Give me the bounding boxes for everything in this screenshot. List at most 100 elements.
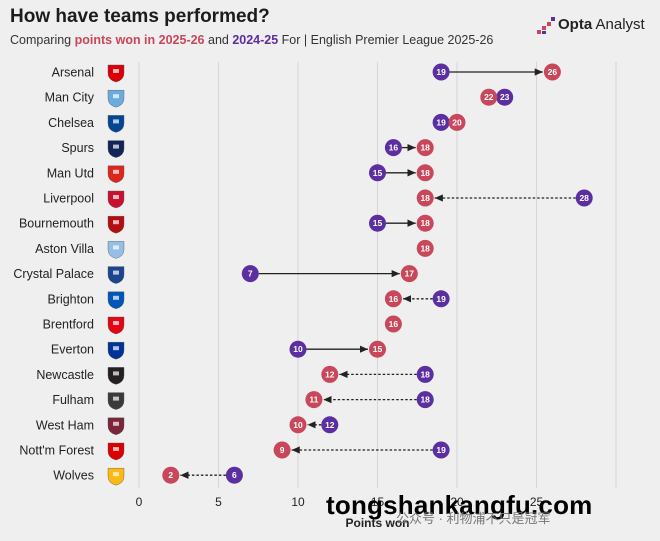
team-badge-icon [107,392,125,410]
previous-season-value: 19 [436,294,446,304]
badge-shield [107,342,125,360]
team-row: Man City 23 22 [45,88,514,108]
brand-name-rest: Analyst [592,16,645,33]
team-badge-icon [107,216,125,234]
previous-season-dot [241,265,259,283]
current-season-value: 20 [452,117,462,127]
subtitle-and: and [204,33,233,47]
badge-shield [107,392,125,410]
current-season-dot [162,466,180,484]
badge-emblem [113,220,119,225]
current-season-dot [448,113,466,131]
team-row: Everton 10 15 [51,340,386,360]
team-row: Nott'm Forest 19 9 [19,441,450,461]
badge-shield [107,241,125,259]
team-badge-icon [107,140,125,158]
badge-emblem [113,144,119,149]
current-season-value: 16 [389,294,399,304]
badge-emblem [113,472,119,477]
team-name: Everton [51,343,94,357]
team-badge-icon [107,115,125,133]
previous-season-value: 16 [389,143,399,153]
x-tick-label: 15 [371,495,385,509]
previous-season-dot [416,391,434,409]
current-season-value: 22 [484,92,494,102]
previous-season-value: 18 [420,369,430,379]
current-season-dot [416,139,434,157]
watermark-site: tongshankangfu.com [326,490,593,520]
badge-emblem [113,421,119,426]
team-row: Bournemouth 15 18 [19,214,434,234]
team-name: Liverpool [43,192,94,206]
brand-name-bold: Opta [558,16,593,33]
previous-season-dot [432,290,450,308]
badge-shield [107,316,125,335]
team-row: Wolves 6 2 [53,466,243,486]
badge-emblem [113,321,119,325]
current-season-dot [400,265,418,283]
team-name: Bournemouth [19,217,94,231]
team-name: Brentford [43,318,94,332]
watermark-wechat: 公众号 · 利物浦不只是冠军 [396,511,551,526]
team-badge-icon [107,291,125,310]
current-season-dot [416,189,434,207]
team-row: Brighton 19 16 [47,290,450,310]
x-axis-title: Points won [346,516,410,530]
badge-shield [107,64,125,83]
badge-shield [107,165,125,184]
badge-shield [107,216,125,234]
current-season-value: 17 [405,269,415,279]
previous-season-dot [432,113,450,131]
x-tick-label: 0 [136,495,143,509]
team-row: Newcastle 18 12 [36,365,434,385]
previous-season-value: 7 [248,269,253,279]
badge-shield [107,367,125,385]
badge-emblem [113,371,119,376]
team-row: Spurs 16 18 [61,139,434,158]
current-season-dot [543,63,561,81]
subtitle-suffix: For | English Premier League 2025-26 [278,33,494,47]
team-name: Man City [45,91,95,105]
x-tick-label: 5 [215,495,222,509]
team-row: Liverpool 28 18 [43,189,593,209]
current-season-value: 15 [373,344,383,354]
current-season-dot [416,214,434,232]
team-name: Brighton [47,292,94,306]
previous-season-dot [369,214,386,232]
team-badge-icon [107,417,125,436]
current-season-dot [384,290,402,308]
previous-season-value: 6 [232,470,237,480]
previous-season-dot [416,365,434,383]
badge-emblem [113,245,119,250]
chart-subtitle: Comparing points won in 2025-26 and 2024… [10,33,493,47]
badge-emblem [113,396,119,401]
current-season-value: 18 [420,168,430,178]
team-row: Man Utd 15 18 [47,164,434,184]
current-season-dot [273,441,291,459]
team-row: Aston Villa 18 [35,239,434,259]
previous-season-dot [289,340,307,358]
subtitle-prefix: Comparing [10,33,75,47]
current-season-value: 18 [420,243,430,253]
team-name: Chelsea [48,116,94,130]
team-badge-icon [107,442,125,461]
team-name: Nott'm Forest [19,444,94,458]
subtitle-previous-season: 2024-25 [232,33,279,47]
team-badge-icon [107,165,125,184]
current-season-value: 18 [420,218,430,228]
team-badge-icon [107,266,125,284]
current-season-value: 2 [168,470,173,480]
team-badge-icon [107,241,125,259]
previous-season-dot [575,189,593,207]
badge-shield [107,90,125,108]
previous-season-dot [432,63,450,81]
previous-season-value: 10 [293,344,303,354]
previous-season-value: 12 [325,420,335,430]
x-tick-label: 20 [450,495,464,509]
subtitle-current-season: points won in 2025-26 [74,33,205,47]
team-row: Chelsea 19 20 [48,113,466,133]
badge-emblem [113,195,119,199]
previous-season-value: 15 [373,168,383,178]
badge-shield [107,140,125,158]
